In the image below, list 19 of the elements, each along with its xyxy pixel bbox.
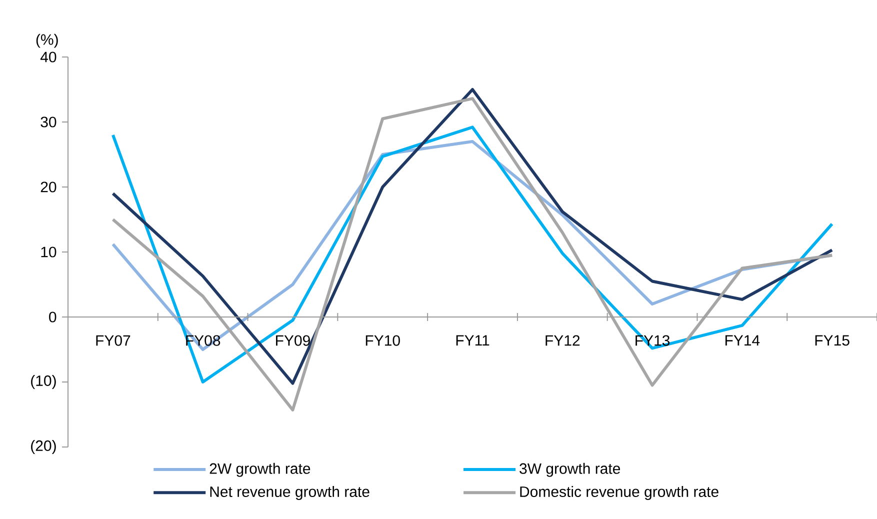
x-tick-label: FY11 [456, 335, 490, 346]
legend-label: Domestic revenue growth rate [520, 486, 718, 500]
x-tick-label: FY12 [546, 335, 580, 346]
y-tick-label: (20) [31, 440, 56, 454]
x-tick-label: FY15 [815, 335, 850, 346]
y-tick-label: (10) [31, 375, 56, 389]
legend-label: 2W growth rate [210, 462, 310, 477]
x-tick-label: FY14 [725, 335, 760, 346]
y-tick-label: 10 [41, 246, 56, 258]
y-axis-title: (%) [36, 34, 58, 48]
y-tick-label: 20 [40, 182, 56, 192]
x-tick-label: FY09 [276, 335, 310, 346]
x-tick-label: FY07 [96, 335, 130, 346]
y-tick-label: 30 [40, 116, 56, 128]
legend-label: 3W growth rate [520, 462, 620, 477]
y-tick-label: 0 [49, 312, 56, 322]
x-tick-label: FY10 [366, 335, 400, 346]
legend-label: Net revenue growth rate [210, 486, 370, 500]
y-tick-label: 40 [40, 52, 56, 62]
